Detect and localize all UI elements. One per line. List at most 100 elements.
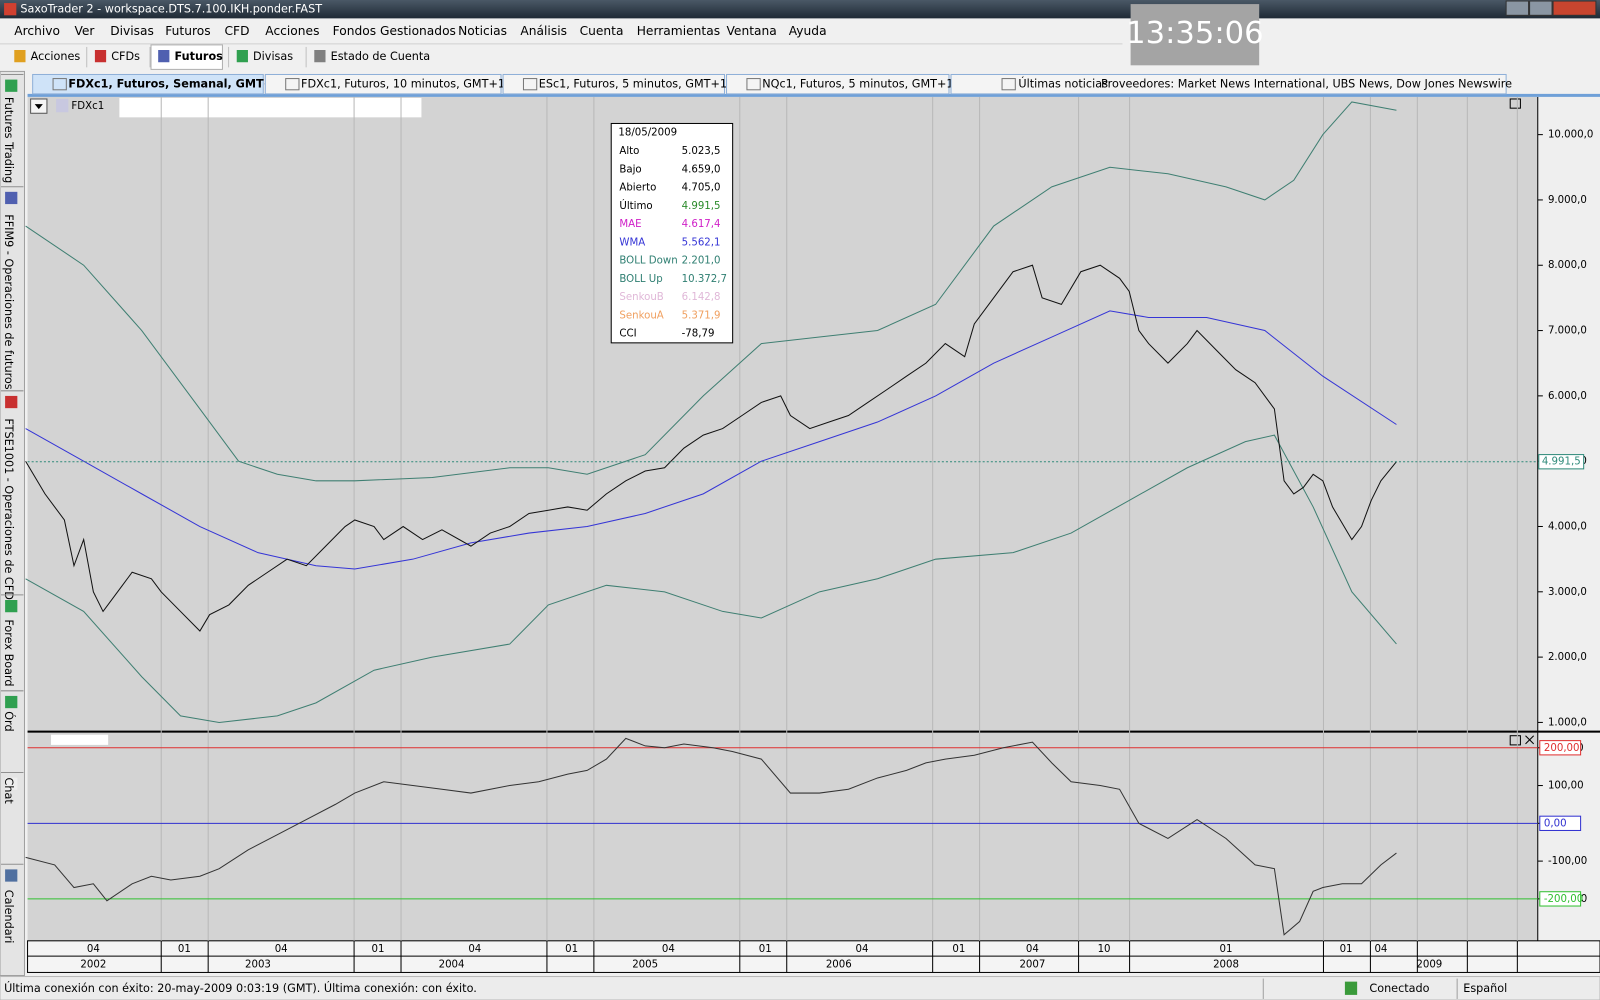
tooltip-label: BOLL Up [619,274,662,285]
menu-item[interactable]: Fondos Gestionados [333,24,456,38]
sidebar-icon [5,695,18,709]
tooltip-date: 18/05/2009 [618,128,677,139]
sidebar-tab[interactable]: FFIM9 - Operaciones de futuros [2,214,15,390]
tooltip-label: CCI [619,329,636,340]
series-line [25,310,1397,570]
y-tick-label: -100,00 [1548,856,1587,867]
sidebar-icon [5,79,18,92]
toolbar-icon [94,50,107,63]
symbol-icon [56,98,69,113]
tab-icon [52,78,67,91]
menu-item[interactable]: Ventana [727,24,777,38]
tab-icon [285,78,300,91]
reference-label: 200,00 [1544,743,1580,754]
dropdown-arrow [34,104,43,110]
x-tick-label: 2007 [1019,959,1045,970]
menu-item[interactable]: Herramientas [637,24,720,38]
window-title: SaxoTrader 2 - workspace.DTS.7.100.IKH.p… [20,3,322,16]
reference-label-box [1539,740,1582,756]
status-message: Última conexión con éxito: 20-may-2009 0… [4,982,477,995]
tooltip-value: 5.023,5 [682,146,721,157]
y-tick-label: 7.000,0 [1548,326,1587,337]
x-tick-label: 2004 [439,959,465,970]
tab-label[interactable]: FDXc1, Futuros, 10 minutos, GMT+1 [301,78,505,91]
tooltip-label: WMA [619,237,645,248]
sidebar-tab[interactable]: Forex Board [2,619,15,686]
tooltip-label: SenkouB [619,292,663,303]
cci-plot-area [27,732,1538,941]
menu-item[interactable]: Ayuda [789,24,827,38]
clock: 13:35:06 [1126,16,1263,51]
tooltip-label: Bajo [619,164,641,175]
tab-label[interactable]: NQc1, Futuros, 5 minutos, GMT+1 [762,78,953,91]
menu-item[interactable]: Cuenta [580,24,624,38]
tooltip-label: Abierto [619,183,656,194]
toolbar-button[interactable]: Acciones [31,50,81,63]
close-button[interactable] [1552,0,1597,16]
toolbar-button[interactable]: CFDs [111,50,140,63]
toolbar-icon [14,50,26,63]
tab-label[interactable]: Últimas noticias [1018,78,1108,91]
y-tick-label: 100,00 [1548,781,1584,792]
menu-item[interactable]: Futuros [165,24,210,38]
tab[interactable] [726,73,950,95]
y-tick-label: 2.000,0 [1548,652,1587,663]
menu-item[interactable]: Acciones [265,24,319,38]
toolbar-button[interactable]: Futuros [174,50,223,63]
tooltip-value: 2.201,0 [682,256,721,267]
last-price-box [1538,454,1585,470]
sidebar-icon [5,869,18,882]
sidebar-tab[interactable]: Órd [2,711,15,731]
sidebar-tab[interactable]: Futures Trading [2,97,15,183]
price-plot-area [27,96,1538,732]
x-period-label: 01 [372,944,385,955]
tab[interactable] [950,73,1507,95]
toolbar-icon [158,50,170,63]
x-period-label: 04 [275,944,288,955]
x-tick-label: 2008 [1213,959,1239,970]
menu-item[interactable]: Análisis [520,24,567,38]
x-tick-label: 2006 [826,959,852,970]
menu-item[interactable]: Ver [74,24,95,38]
series-line [25,737,1397,936]
window-buttons[interactable] [1505,0,1597,16]
minimize-button[interactable] [1505,0,1530,16]
menu-item[interactable]: Noticias [458,24,507,38]
sidebar-tab[interactable]: FTSE1001 - Operaciones de CFD [2,418,15,599]
sidebar-tab[interactable]: Calendari [2,890,15,944]
app-icon [4,3,17,16]
cci-label-box [51,734,109,745]
tooltip-value: 4.617,4 [682,219,721,230]
panel-divider [27,730,1600,733]
toolbar-button[interactable]: Divisas [253,50,293,63]
menu-item[interactable]: CFD [224,24,249,38]
close-cci-panel[interactable] [1525,735,1535,745]
sidebar-tab[interactable]: Chat [2,778,15,805]
language[interactable]: Español [1463,982,1507,995]
tab[interactable] [32,73,264,95]
toolbar-button[interactable]: Estado de Cuenta [331,50,431,63]
x-period-label: 04 [1374,944,1387,955]
tooltip-label: MAE [619,219,641,230]
sidebar-icon [5,600,18,613]
toolbar-icon [236,50,248,63]
x-period-label: 01 [1220,944,1233,955]
symbol-label[interactable]: FDXc1 [71,101,104,112]
tooltip-label: BOLL Down [619,256,677,267]
tab[interactable] [264,73,502,95]
y-tick-label: 6.000,0 [1548,391,1587,402]
series-line [25,101,1397,482]
x-period-label: 04 [87,944,100,955]
maximize-panel[interactable] [1509,98,1521,109]
tab-label[interactable]: FDXc1, Futuros, Semanal, GMT+1 [68,78,281,91]
symbol-input[interactable] [119,97,422,118]
menu-item[interactable]: Divisas [110,24,154,38]
menu-item[interactable]: Archivo [14,24,60,38]
series-line [25,264,1397,632]
maximize-cci-panel[interactable] [1509,735,1521,746]
x-tick-label: 2009 [1416,959,1442,970]
maximize-button[interactable] [1529,0,1553,16]
connection-status: Conectado [1369,982,1429,995]
tab[interactable] [502,73,725,95]
tab-label[interactable]: ESc1, Futuros, 5 minutos, GMT+1 [539,78,727,91]
